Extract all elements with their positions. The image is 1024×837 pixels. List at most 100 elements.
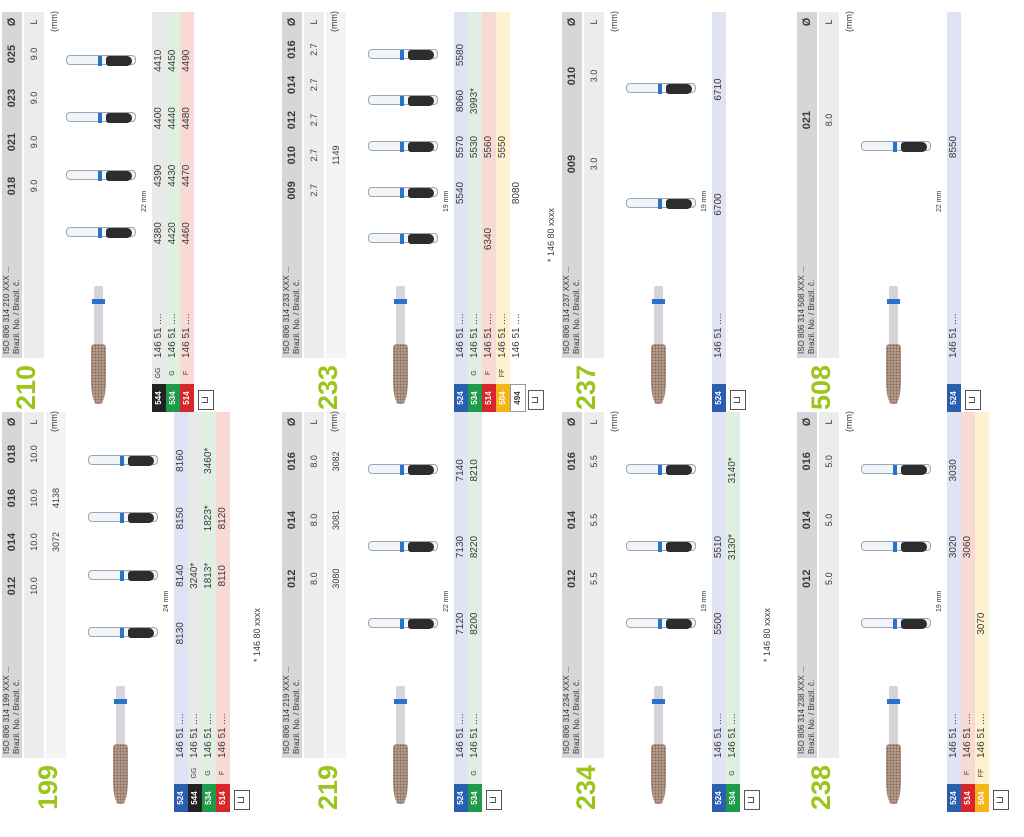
size-header-row: ISO 806 314 234 XXX ... Brazil. No. / Bra… <box>562 412 582 758</box>
order-value <box>726 585 740 662</box>
large-bur-image <box>841 672 945 812</box>
order-row-524: 524 146 51 .... 6700 6710 <box>712 12 726 412</box>
order-table: 544 GG 146 51 .... 4380 4390 4400 4410 534 G 146 … <box>152 12 214 412</box>
length-measure: 22 mm <box>936 190 943 212</box>
size-header-row: ISO 806 314 238 XXX ... Brazil. No. / Bra… <box>797 412 817 758</box>
diameter-symbol: Ø <box>801 417 813 427</box>
bur-ring <box>98 228 102 239</box>
tooth-icon: ⊔ <box>744 790 760 810</box>
order-value: 3130* <box>727 533 738 561</box>
extra-code <box>326 102 346 137</box>
order-end <box>468 412 482 432</box>
bur-tip <box>666 542 692 553</box>
size-014: 014 <box>286 510 298 530</box>
bur-tip <box>128 570 154 581</box>
order-end <box>482 12 496 32</box>
order-value <box>510 32 526 78</box>
order-value <box>188 490 202 548</box>
size-018: 018 <box>6 176 18 196</box>
card-header: 219 ISO 806 314 219 XXX ... Brazil. No. / … <box>282 411 348 812</box>
bur-tip <box>408 465 434 476</box>
iso-code: ISO 806 314 219 XXX ... <box>282 666 291 754</box>
size-014: 014 <box>566 510 578 530</box>
order-value <box>454 216 468 262</box>
grit-code: 514 <box>482 384 496 412</box>
order-value: 3140* <box>727 457 738 484</box>
iso-code: ISO 806 314 210 XXX ... <box>2 266 11 354</box>
bur-drawing-014 <box>841 509 945 586</box>
bur-tip <box>408 96 434 106</box>
bur-ring <box>400 96 404 106</box>
usage-icons: ⊔ <box>961 12 981 412</box>
bur-ring <box>120 570 124 581</box>
order-value: 8080 <box>511 181 522 205</box>
order-value: 6710 <box>713 78 724 101</box>
extra-spacer <box>46 608 66 758</box>
bur-tip <box>128 513 154 524</box>
footnote: * 146 80 xxxx <box>252 607 262 662</box>
bur-drawing-016 <box>348 432 452 509</box>
diameter-symbol: Ø <box>566 417 578 427</box>
brazil-number: 146 51 .... <box>962 713 973 758</box>
bur-ring <box>893 618 897 629</box>
bur-illustrations: 19 mm <box>348 12 452 412</box>
order-table: 524 146 51 .... 8130 8140 8150 8160 544 GG 146 5… <box>174 412 250 812</box>
bur-color-band <box>887 299 900 304</box>
order-row-524: 524 146 51 .... 7120 7130 7140 <box>454 412 468 812</box>
order-end <box>454 412 468 432</box>
extra-code: 3072 <box>51 531 61 553</box>
grit-letter: FF <box>978 768 985 778</box>
bur-drawing-016 <box>68 490 172 548</box>
bur-ring <box>893 142 897 152</box>
bur-tip <box>901 618 927 629</box>
order-value: 7140 <box>455 459 466 482</box>
grit-code: 544 <box>152 384 166 412</box>
bur-diamond-head <box>886 744 901 804</box>
extra-code-row: 3080 3081 3082 <box>326 412 346 758</box>
size-009: 009 <box>286 181 298 200</box>
bur-ring <box>658 618 662 629</box>
order-value <box>188 432 202 490</box>
bur-diamond-head <box>651 344 666 404</box>
bur-tip <box>901 142 927 152</box>
footnote: * 146 80 xxxx <box>762 607 772 662</box>
iso-number: ISO 806 314 237 XXX ... Brazil. No. / Bra… <box>562 208 582 358</box>
bur-ring <box>120 513 124 524</box>
tooth-icon: ⊔ <box>234 790 250 810</box>
size-016: 016 <box>6 488 18 508</box>
bur-ring <box>658 199 662 210</box>
bur-ring <box>658 84 662 95</box>
grit-code: 534 <box>468 384 482 412</box>
order-row-534: 534 G 146 51 .... 1813* 1823* 3460* <box>202 412 216 812</box>
length-measure: 19 mm <box>701 190 708 212</box>
usage-icons: ⊔ <box>524 12 544 412</box>
extra-spacer <box>326 608 346 758</box>
iso-number: ISO 806 314 219 XXX ... Brazil. No. / Bra… <box>282 608 302 758</box>
usage-icons: ⊔ <box>989 412 1009 812</box>
iso-code: ISO 806 314 233 XXX ... <box>282 266 291 354</box>
bur-size-drawings <box>46 12 150 272</box>
grit-letter: F <box>485 370 492 376</box>
iso-code: ISO 806 314 238 XXX ... <box>797 666 806 754</box>
iso-code: ISO 806 314 234 XXX ... <box>562 666 571 754</box>
order-value <box>961 432 975 509</box>
bur-color-band <box>394 299 407 304</box>
length-row: 10.0 10.0 10.0 10.0 L (mm) <box>24 411 59 758</box>
extra-code <box>326 67 346 102</box>
bur-drawing-009 <box>348 216 452 262</box>
card-header: 210 ISO 806 314 210 XXX ... Brazil. No. / … <box>2 11 59 412</box>
bur-ring <box>400 50 404 60</box>
grit-code: 504 <box>975 784 989 812</box>
grit-code: 514 <box>216 784 230 812</box>
size-014: 014 <box>6 532 18 552</box>
bur-tip <box>666 84 692 95</box>
shape-number: 508 <box>806 364 836 410</box>
order-value: 8120 <box>217 507 228 530</box>
large-bur-image <box>348 272 452 412</box>
bur-tip <box>106 228 132 239</box>
order-end <box>174 412 188 432</box>
extra-code: 3082 <box>331 451 341 472</box>
grit-code: 504 <box>496 384 510 412</box>
size-012: 012 <box>6 576 18 596</box>
